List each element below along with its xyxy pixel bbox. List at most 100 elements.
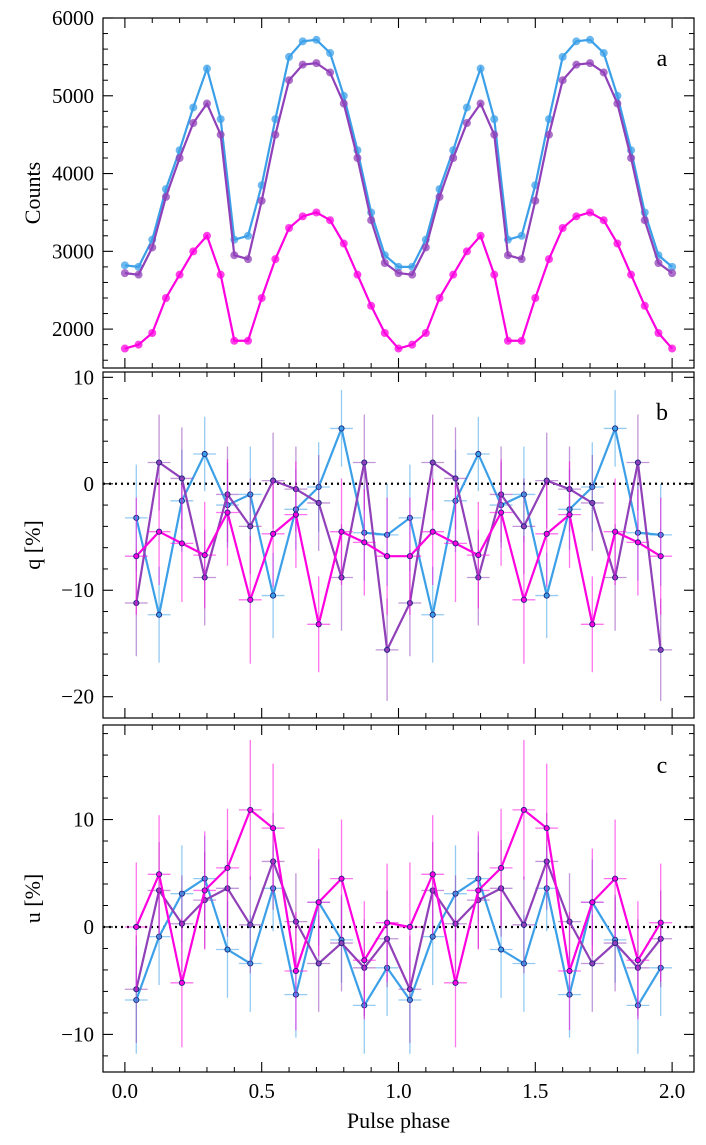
data-point xyxy=(589,899,596,906)
data-point xyxy=(394,344,403,353)
data-point xyxy=(490,130,499,139)
data-point xyxy=(613,239,622,248)
data-point xyxy=(476,231,485,240)
y-tick-label: 2000 xyxy=(52,317,94,341)
data-point xyxy=(312,59,321,68)
data-point xyxy=(384,919,391,926)
data-point xyxy=(315,960,322,967)
data-point xyxy=(202,99,211,108)
data-point xyxy=(449,270,458,279)
data-point xyxy=(599,216,608,225)
data-point xyxy=(589,499,596,506)
data-point xyxy=(271,255,280,264)
data-point xyxy=(156,611,163,618)
data-point xyxy=(161,294,170,302)
data-point xyxy=(312,35,321,44)
data-point xyxy=(520,806,527,813)
data-point xyxy=(380,329,389,337)
data-point xyxy=(247,806,254,813)
data-point xyxy=(586,208,595,217)
data-point xyxy=(202,64,211,73)
data-point xyxy=(156,459,163,466)
data-point xyxy=(462,247,471,256)
data-point xyxy=(201,450,208,458)
data-point xyxy=(175,270,184,279)
data-point xyxy=(586,35,595,44)
data-point xyxy=(394,262,403,271)
data-point xyxy=(134,270,143,279)
data-point xyxy=(315,899,322,906)
data-point xyxy=(498,864,505,871)
data-point xyxy=(315,499,322,506)
data-point xyxy=(462,103,471,112)
data-point xyxy=(353,270,362,279)
data-point xyxy=(326,68,335,77)
data-point xyxy=(178,475,185,482)
x-tick-label: 0.5 xyxy=(249,1079,275,1103)
panel-label: a xyxy=(657,46,668,72)
data-point xyxy=(367,301,376,310)
data-point xyxy=(133,553,140,560)
x-tick-label: 1.5 xyxy=(522,1079,548,1103)
y-tick-label: 0 xyxy=(84,472,95,496)
data-point xyxy=(292,511,299,518)
data-point xyxy=(612,528,619,535)
data-point xyxy=(189,119,198,127)
panel-b: −20 −10 0 10 q [%] b xyxy=(20,365,695,719)
series-line xyxy=(135,858,662,993)
data-point xyxy=(120,261,129,270)
data-point xyxy=(216,270,225,279)
data-point xyxy=(452,540,459,547)
data-point xyxy=(244,336,253,345)
data-point xyxy=(353,154,362,162)
data-point xyxy=(627,154,636,162)
x-tick-label: 2.0 xyxy=(659,1079,685,1103)
data-point xyxy=(298,60,307,69)
data-point xyxy=(247,523,254,530)
panel-a: 2000 3000 4000 5000 6000 Counts a xyxy=(20,6,695,369)
data-point xyxy=(338,875,345,882)
data-point xyxy=(298,212,307,221)
data-point xyxy=(189,247,198,256)
data-point xyxy=(640,216,649,225)
data-point xyxy=(285,76,294,85)
data-point xyxy=(657,646,664,653)
series-2 xyxy=(124,740,673,1048)
data-point xyxy=(216,115,225,124)
data-point xyxy=(408,340,417,349)
data-point xyxy=(326,49,335,57)
data-point xyxy=(298,37,307,46)
data-point xyxy=(224,946,231,953)
data-point xyxy=(244,231,253,240)
data-point xyxy=(517,255,526,264)
data-point xyxy=(148,243,157,252)
data-point xyxy=(476,64,485,73)
data-point xyxy=(668,344,677,353)
data-point xyxy=(503,336,512,345)
data-point xyxy=(429,459,436,466)
data-point xyxy=(421,243,430,252)
data-point xyxy=(429,871,436,878)
data-point xyxy=(230,336,239,345)
data-point xyxy=(586,59,595,68)
series-line xyxy=(135,460,662,654)
data-point xyxy=(271,115,280,124)
data-point xyxy=(654,329,663,337)
data-point xyxy=(657,553,664,560)
data-point xyxy=(178,540,185,547)
data-point xyxy=(285,52,294,61)
data-point xyxy=(384,646,391,653)
data-point xyxy=(599,49,608,57)
data-point xyxy=(503,251,512,260)
data-point xyxy=(148,329,157,337)
data-point xyxy=(361,539,368,546)
data-point xyxy=(292,967,299,975)
data-point xyxy=(531,294,540,302)
y-tick-label: −10 xyxy=(61,1022,94,1046)
series-line xyxy=(135,808,662,984)
data-point xyxy=(452,475,459,482)
data-point xyxy=(566,511,573,518)
data-point xyxy=(490,270,499,279)
data-point xyxy=(216,130,225,139)
